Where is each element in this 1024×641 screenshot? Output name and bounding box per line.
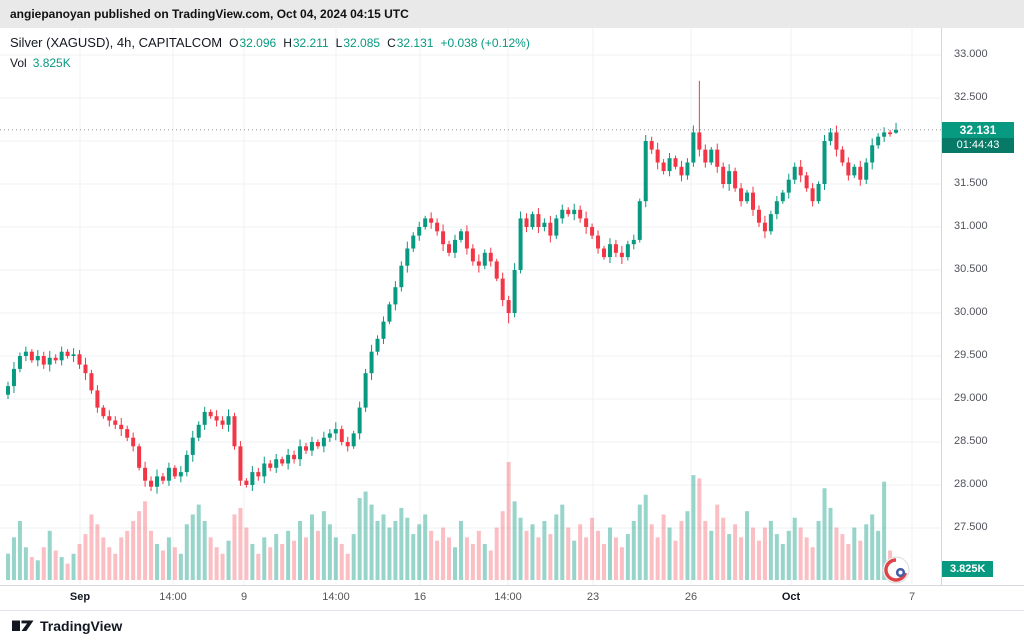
last-price-value: 32.131 [942, 121, 1014, 138]
price-tick-label: 31.000 [954, 220, 988, 232]
candles-layer [6, 80, 899, 494]
time-tick-label: 16 [413, 591, 427, 603]
time-tick-label: 23 [586, 591, 600, 603]
open-label: O [229, 36, 239, 50]
volume-badge: 3.825K [942, 561, 994, 577]
time-tick-label: 9 [240, 591, 248, 603]
time-tick-label: Oct [781, 591, 801, 603]
price-tick-label: 32.500 [954, 91, 988, 103]
close-label: C [387, 36, 396, 50]
close-value: 32.131 [396, 36, 434, 50]
time-tick-label: 14:00 [159, 591, 187, 603]
price-tick-label: 29.000 [954, 392, 988, 404]
volume-label: Vol [10, 56, 27, 70]
chart-legend: Silver (XAGUSD), 4h, CAPITALCOM O32.096 H3… [10, 33, 530, 73]
price-tick-label: 28.000 [954, 478, 988, 490]
candlestick-chart[interactable] [0, 28, 1024, 610]
change-value: +0.038 (+0.12%) [440, 36, 530, 50]
attribution-bar: angiepanoyan published on TradingView.co… [0, 0, 1024, 28]
last-price-badge: 32.131 01:44:43 [942, 121, 1014, 153]
open-value: 32.096 [239, 36, 277, 50]
low-value: 32.085 [343, 36, 381, 50]
chart-area[interactable]: Silver (XAGUSD), 4h, CAPITALCOM O32.096 H3… [0, 28, 1024, 611]
legend-row-symbol: Silver (XAGUSD), 4h, CAPITALCOM O32.096 H3… [10, 33, 530, 53]
time-tick-label: 26 [684, 591, 698, 603]
symbol-title[interactable]: Silver (XAGUSD), 4h, CAPITALCOM [10, 35, 223, 50]
time-tick-label: 14:00 [494, 591, 522, 603]
price-tick-label: 31.500 [954, 177, 988, 189]
attribution-text: angiepanoyan published on TradingView.co… [10, 7, 409, 21]
tradingview-logo-icon[interactable] [12, 619, 34, 633]
volume-value: 3.825K [32, 56, 71, 70]
time-tick-label: 7 [908, 591, 916, 603]
low-label: L [335, 36, 343, 50]
footer-bar: TradingView [0, 610, 1024, 641]
publisher-avatar-icon [882, 556, 910, 584]
price-tick-label: 28.500 [954, 435, 988, 447]
tradingview-wordmark[interactable]: TradingView [40, 618, 123, 634]
price-tick-label: 27.500 [954, 521, 988, 533]
high-label: H [283, 36, 292, 50]
grid-layer [0, 28, 941, 585]
high-value: 32.211 [292, 36, 329, 50]
time-tick-label: Sep [69, 591, 91, 603]
price-tick-label: 29.500 [954, 349, 988, 361]
legend-row-volume: Vol 3.825K [10, 53, 530, 73]
volume-layer [6, 462, 899, 580]
time-tick-label: 14:00 [322, 591, 350, 603]
price-tick-label: 33.000 [954, 48, 988, 60]
price-axis[interactable]: 33.00032.50032.00031.50031.00030.50030.0… [941, 28, 1024, 585]
price-tick-label: 30.500 [954, 263, 988, 275]
price-tick-label: 30.000 [954, 306, 988, 318]
bar-countdown: 01:44:43 [942, 137, 1014, 153]
time-axis[interactable]: Sep 14:00 9 14:00 16 14:00 23 26 Oct 7 [0, 585, 1024, 611]
